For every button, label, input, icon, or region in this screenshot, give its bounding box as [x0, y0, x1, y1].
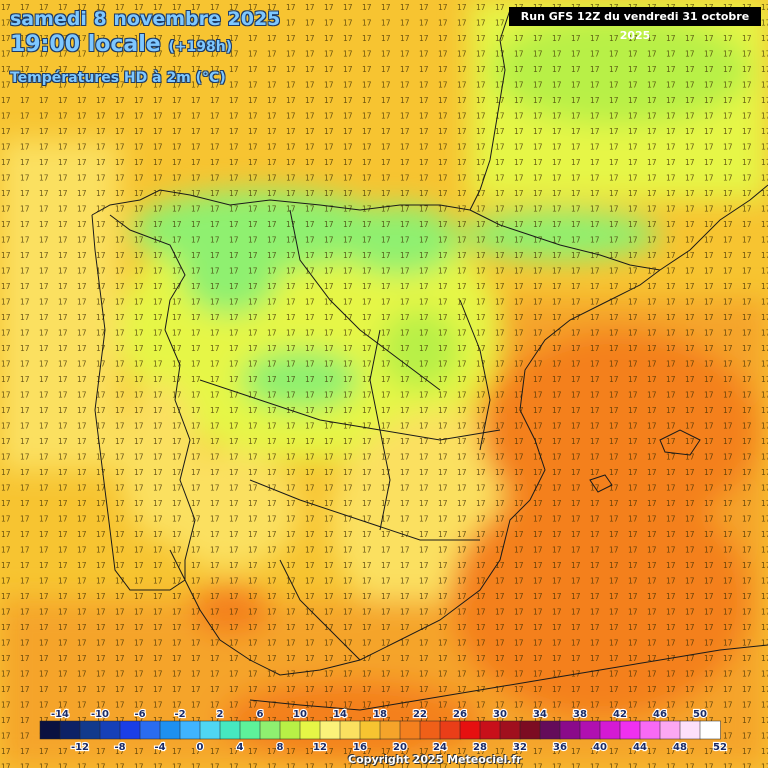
- legend-tick-label: 30: [493, 709, 507, 720]
- legend-swatch: [479, 720, 501, 740]
- legend-swatch: [139, 720, 161, 740]
- copyright: Copyright 2025 Meteociel.fr: [348, 753, 522, 766]
- run-label: Run GFS 12Z du vendredi 31 octobre 2025: [509, 7, 761, 42]
- borders: [91, 9, 768, 711]
- legend-tick-label: 20: [393, 742, 407, 753]
- legend-swatch: [599, 720, 621, 740]
- legend-tick-label: -6: [134, 709, 145, 720]
- legend-tick-label: -10: [91, 709, 109, 720]
- legend-tick-label: 40: [593, 742, 607, 753]
- legend-tick-label: 2: [217, 709, 224, 720]
- legend-tick-label: 32: [513, 742, 527, 753]
- legend-swatch: [539, 720, 561, 740]
- legend-tick-label: 4: [237, 742, 244, 753]
- legend-swatch: [279, 720, 301, 740]
- legend-swatch: [439, 720, 461, 740]
- legend-tick-label: -14: [51, 709, 69, 720]
- color-legend: -14 -10 -6 -2 2 6 10 14 18 22 26 30 34 38 42 46 50-12 -8-…: [39, 708, 728, 754]
- legend-tick-label: 6: [257, 709, 264, 720]
- legend-tick-label: 44: [633, 742, 647, 753]
- legend-swatch: [399, 720, 421, 740]
- legend-swatch: [559, 720, 581, 740]
- legend-swatch: [359, 720, 381, 740]
- legend-swatch: [699, 720, 721, 740]
- time-label: 19:00 locale: [10, 32, 161, 57]
- legend-tick-label: -12: [71, 742, 89, 753]
- legend-tick-label: 42: [613, 709, 627, 720]
- legend-tick-label: 0: [197, 742, 204, 753]
- legend-tick-label: 24: [433, 742, 447, 753]
- legend-swatch: [99, 720, 121, 740]
- legend-swatch: [579, 720, 601, 740]
- legend-tick-label: 10: [293, 709, 307, 720]
- legend-swatch: [59, 720, 81, 740]
- legend-swatch: [419, 720, 441, 740]
- legend-tick-label: 18: [373, 709, 387, 720]
- legend-swatch: [79, 720, 101, 740]
- legend-swatch: [159, 720, 181, 740]
- legend-swatch: [239, 720, 261, 740]
- legend-swatch: [339, 720, 361, 740]
- legend-tick-label: 48: [673, 742, 687, 753]
- forecast-offset: (+198h): [168, 39, 233, 55]
- legend-tick-label: 16: [353, 742, 367, 753]
- legend-tick-label: 14: [333, 709, 347, 720]
- legend-swatch: [639, 720, 661, 740]
- legend-tick-label: 52: [713, 742, 727, 753]
- legend-swatch: [259, 720, 281, 740]
- legend-tick-label: 50: [693, 709, 707, 720]
- legend-tick-label: 22: [413, 709, 427, 720]
- legend-tick-label: -4: [154, 742, 165, 753]
- legend-tick-label: 34: [533, 709, 547, 720]
- legend-tick-label: 26: [453, 709, 467, 720]
- legend-swatch: [459, 720, 481, 740]
- legend-swatch: [519, 720, 541, 740]
- legend-swatch: [299, 720, 321, 740]
- legend-swatch: [499, 720, 521, 740]
- legend-swatch: [219, 720, 241, 740]
- legend-swatch: [379, 720, 401, 740]
- time-title: 19:00 locale (+198h): [10, 32, 232, 57]
- legend-swatch: [119, 720, 141, 740]
- legend-swatch: [679, 720, 701, 740]
- legend-tick-label: 12: [313, 742, 327, 753]
- legend-tick-label: 38: [573, 709, 587, 720]
- legend-tick-label: -2: [174, 709, 185, 720]
- legend-tick-label: -8: [114, 742, 125, 753]
- date-title: samedi 8 novembre 2025: [10, 8, 281, 30]
- legend-swatch: [39, 720, 61, 740]
- legend-tick-label: 8: [277, 742, 284, 753]
- legend-tick-label: 36: [553, 742, 567, 753]
- legend-swatch: [319, 720, 341, 740]
- legend-swatch: [199, 720, 221, 740]
- legend-swatch: [179, 720, 201, 740]
- legend-tick-label: 28: [473, 742, 487, 753]
- legend-swatch: [619, 720, 641, 740]
- legend-tick-label: 46: [653, 709, 667, 720]
- variable-title: Températures HD à 2m (°C): [10, 70, 226, 86]
- legend-swatch: [659, 720, 681, 740]
